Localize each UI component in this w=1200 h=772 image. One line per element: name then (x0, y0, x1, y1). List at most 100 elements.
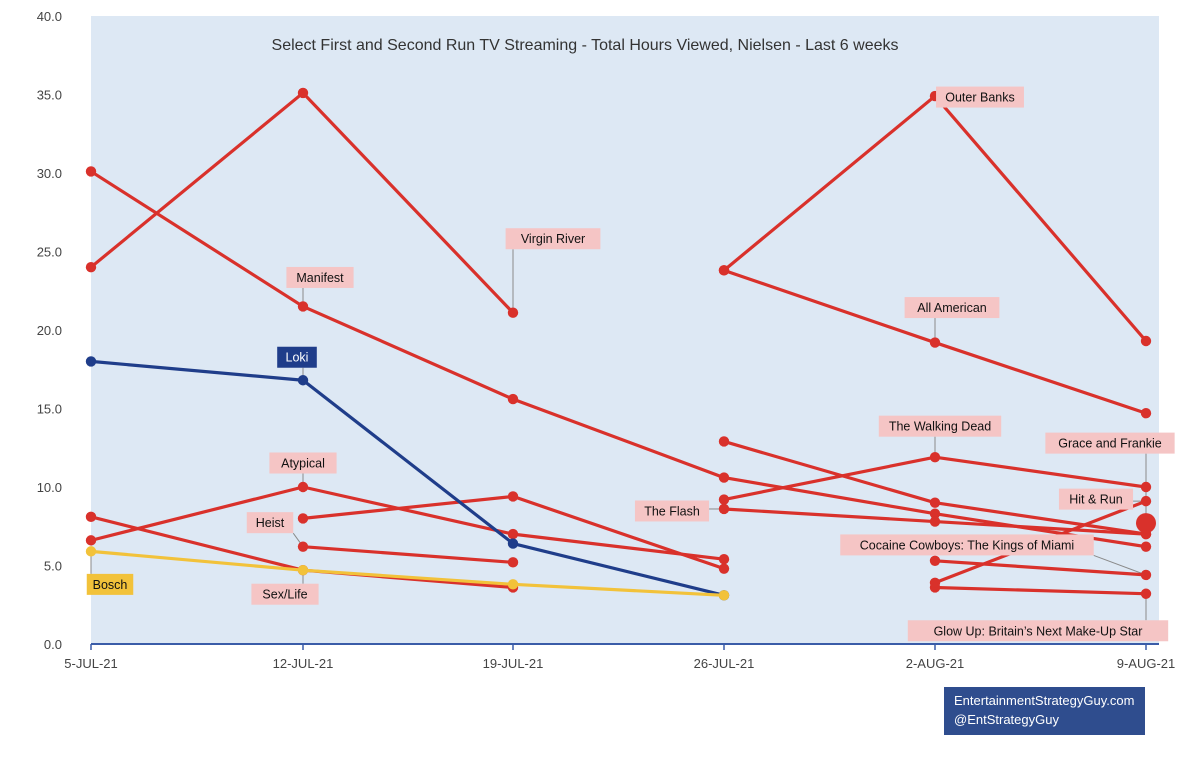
series-label-text: The Flash (644, 504, 700, 518)
series-label: The Walking Dead (878, 415, 1002, 437)
series-1 (718, 265, 1152, 419)
series-line (90, 549, 725, 597)
y-tick-label: 0.0 (44, 637, 62, 652)
series-line (934, 559, 1147, 577)
series-label-text: Virgin River (521, 232, 585, 246)
data-point (507, 579, 519, 590)
series-label-text: The Walking Dead (889, 420, 991, 434)
series-label: Grace and Frankie (1045, 432, 1175, 454)
y-tick-label: 10.0 (37, 480, 62, 495)
series-label-box (246, 512, 294, 534)
x-tick-label: 9-AUG-21 (1117, 656, 1176, 671)
data-point (507, 538, 519, 549)
y-tick-label: 40.0 (37, 9, 62, 24)
data-point (929, 451, 941, 463)
series-label-box (904, 297, 1000, 319)
data-point (718, 563, 730, 574)
data-point (1140, 335, 1152, 347)
x-tick-label: 12-JUL-21 (273, 656, 334, 671)
series-label-text: All American (917, 301, 987, 315)
data-point (1140, 408, 1152, 419)
series-label-text: Manifest (296, 271, 344, 285)
x-tick-label: 19-JUL-21 (483, 656, 544, 671)
data-point (507, 491, 519, 502)
series-label: Atypical (269, 452, 337, 474)
y-tick-label: 35.0 (37, 88, 62, 103)
data-point (1140, 588, 1152, 599)
series-2 (85, 87, 519, 318)
series-13 (929, 555, 1152, 581)
series-label-box (277, 346, 317, 368)
y-axis-ticks: 0.0 5.0 10.0 15.0 20.0 25.0 30.0 35.0 40.0 (37, 9, 62, 652)
data-point (297, 481, 309, 493)
series-8 (85, 546, 730, 601)
data-point (85, 546, 97, 557)
data-point (718, 503, 730, 515)
series-label-box (86, 573, 134, 595)
data-point (1140, 481, 1152, 493)
series-label-box (840, 534, 1094, 556)
data-point (297, 541, 309, 552)
series-label: Manifest (286, 266, 354, 288)
data-point (718, 472, 730, 483)
data-point (297, 301, 309, 312)
series-label-text: Outer Banks (945, 91, 1014, 105)
series-label-text: Heist (256, 516, 285, 530)
series-label-text: Bosch (93, 578, 128, 592)
series-label-box (286, 266, 354, 288)
data-point (85, 356, 97, 367)
series-label-box (251, 583, 319, 605)
series-3 (85, 166, 1152, 552)
data-point (507, 528, 519, 540)
series-line (934, 585, 1147, 596)
series-label-box (505, 228, 601, 250)
series-9 (718, 451, 1152, 505)
series-label: Sex/Life (251, 583, 319, 605)
series-7 (297, 541, 519, 568)
credit-box: EntertainmentStrategyGuy.com @EntStrateg… (944, 687, 1145, 735)
series-label-box (269, 452, 337, 474)
y-tick-label: 5.0 (44, 559, 62, 574)
data-point (507, 393, 519, 405)
series-label-text: Atypical (281, 457, 325, 471)
y-tick-label: 25.0 (37, 245, 62, 260)
data-point (1140, 541, 1152, 552)
series-label: Bosch (86, 573, 134, 595)
x-axis-ticks: 5-JUL-21 12-JUL-21 19-JUL-21 26-JUL-21 2-AUG… (64, 644, 1175, 671)
data-point (507, 307, 519, 318)
series-label-box (907, 620, 1169, 642)
series-lines (85, 87, 1156, 601)
series-line (90, 359, 725, 597)
series-label-text: Grace and Frankie (1058, 437, 1162, 451)
data-point (929, 508, 941, 519)
data-point (297, 565, 309, 576)
series-label-box (1045, 432, 1175, 454)
data-point (929, 497, 941, 508)
data-point (507, 557, 519, 568)
series-label-box (634, 500, 710, 522)
series-label-text: Loki (286, 351, 309, 365)
series-label-text: Hit & Run (1069, 493, 1123, 507)
series-label: Virgin River (505, 228, 601, 250)
data-point (929, 337, 941, 348)
series-line (90, 485, 725, 561)
data-point (297, 513, 309, 524)
series-5 (85, 481, 730, 565)
series-label-text: Glow Up: Britain’s Next Make-Up Star (934, 624, 1143, 638)
y-tick-label: 15.0 (37, 402, 62, 417)
series-label-box (1058, 488, 1134, 510)
data-point (929, 577, 941, 588)
data-point (718, 436, 730, 447)
data-point (85, 535, 97, 546)
series-label-text: Cocaine Cowboys: The Kings of Miami (860, 538, 1074, 552)
data-point (85, 262, 97, 273)
data-point (1140, 495, 1152, 507)
series-label: Outer Banks (936, 86, 1024, 108)
series-label: Glow Up: Britain’s Next Make-Up Star (907, 620, 1169, 642)
series-labels: Outer Banks Virgin River Manifest All Ameri… (86, 86, 1175, 642)
series-10 (297, 491, 730, 574)
series-label-box (936, 86, 1024, 108)
x-tick-label: 2-AUG-21 (906, 656, 965, 671)
y-tick-label: 30.0 (37, 166, 62, 181)
data-point (85, 166, 97, 177)
